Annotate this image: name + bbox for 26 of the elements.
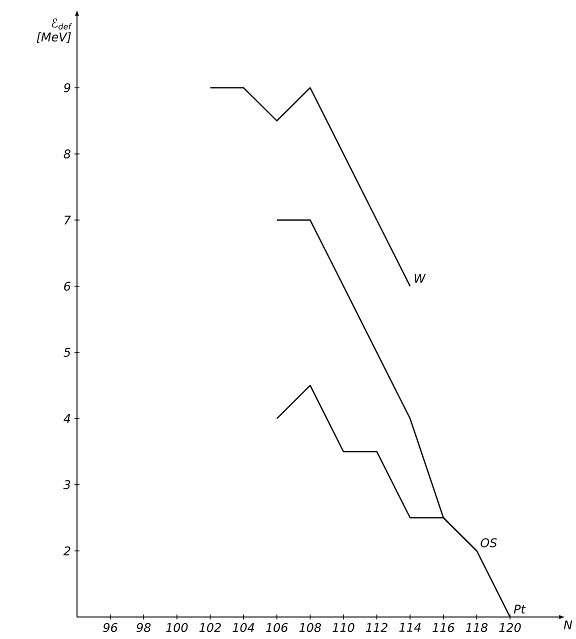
x-tick-label: 116 xyxy=(432,623,454,632)
series-label: OS xyxy=(480,538,497,548)
x-tick-label: 110 xyxy=(332,623,354,632)
x-tick-label: 118 xyxy=(466,623,488,632)
x-tick-label: 96 xyxy=(103,623,118,632)
y-tick-label: 6 xyxy=(64,282,71,291)
x-tick-label: 104 xyxy=(232,623,254,632)
x-tick-label: 114 xyxy=(399,623,421,632)
x-tick-label: 108 xyxy=(299,623,322,632)
x-tick-label: 112 xyxy=(366,623,388,632)
y-tick-label: 3 xyxy=(64,480,70,490)
x-tick-label: 102 xyxy=(200,623,222,632)
y-tick-label: 5 xyxy=(64,348,70,357)
y-tick-label: 7 xyxy=(64,216,71,224)
x-tick-label: 106 xyxy=(266,623,288,632)
y-tick-label: 9 xyxy=(64,83,70,92)
x-tick-label: 100 xyxy=(166,623,188,632)
y-tick-label: 8 xyxy=(64,149,71,158)
y-tick-label: 2 xyxy=(64,546,70,556)
y-tick-label: 4 xyxy=(64,414,70,423)
x-axis-title: N xyxy=(564,620,572,630)
series-label: W xyxy=(414,274,426,283)
x-tick-label: 98 xyxy=(136,623,151,632)
x-tick-label: 120 xyxy=(499,623,521,632)
y-axis-title: ℰ$_{def}$ [MeV] xyxy=(36,18,72,43)
series-label: Pt xyxy=(514,604,526,614)
